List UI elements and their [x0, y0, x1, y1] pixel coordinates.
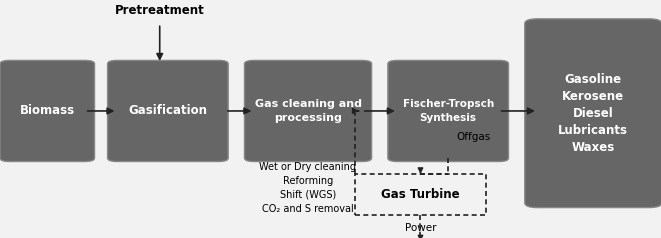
FancyBboxPatch shape [388, 60, 508, 162]
FancyBboxPatch shape [0, 60, 95, 162]
FancyBboxPatch shape [356, 174, 486, 215]
Text: Pretreatment: Pretreatment [115, 4, 205, 17]
Text: Offgas: Offgas [456, 132, 490, 142]
Text: Fischer-Tropsch
Synthesis: Fischer-Tropsch Synthesis [403, 99, 494, 123]
Text: Gasoline
Kerosene
Diesel
Lubricants
Waxes: Gasoline Kerosene Diesel Lubricants Waxe… [559, 73, 628, 154]
FancyBboxPatch shape [245, 60, 371, 162]
Text: Wet or Dry cleaning
Reforming
Shift (WGS)
CO₂ and S removal: Wet or Dry cleaning Reforming Shift (WGS… [259, 162, 356, 213]
Text: Biomass: Biomass [20, 104, 75, 118]
Text: Gas Turbine: Gas Turbine [381, 188, 460, 201]
Text: Gas cleaning and
processing: Gas cleaning and processing [254, 99, 362, 123]
FancyBboxPatch shape [108, 60, 228, 162]
Text: Gasification: Gasification [128, 104, 208, 118]
FancyBboxPatch shape [525, 19, 661, 208]
Text: Power: Power [405, 223, 436, 233]
